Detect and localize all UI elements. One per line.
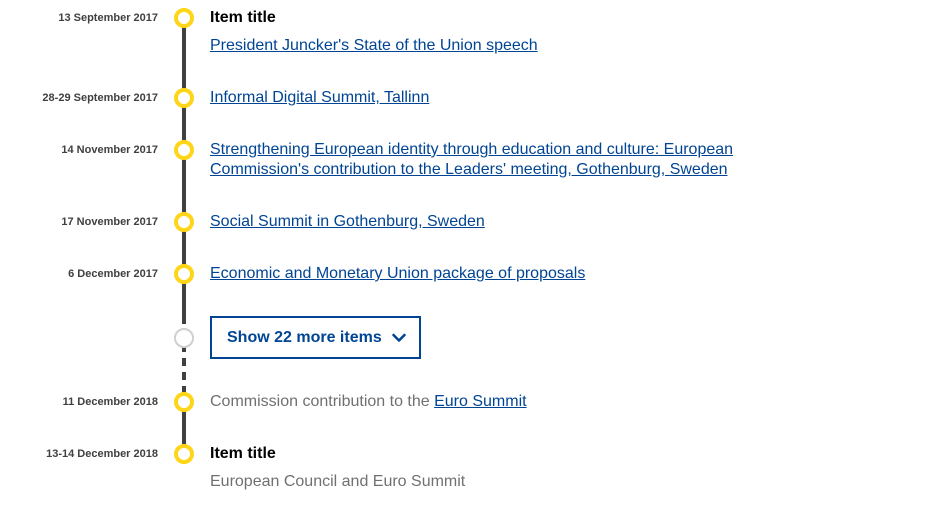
timeline-link[interactable]: President Juncker's State of the Union s… bbox=[210, 37, 538, 54]
timeline-marker bbox=[174, 264, 194, 284]
timeline-marker-collapsed bbox=[174, 328, 194, 348]
timeline-date: 17 November 2017 bbox=[61, 216, 158, 228]
timeline-date: 13 September 2017 bbox=[58, 12, 158, 24]
timeline-line bbox=[182, 408, 186, 446]
timeline-text: European Council and Euro Summit bbox=[210, 473, 466, 490]
timeline-marker bbox=[174, 392, 194, 412]
timeline-marker bbox=[174, 212, 194, 232]
timeline-link-line: Strengthening European identity through … bbox=[210, 141, 734, 158]
timeline-link[interactable]: Informal Digital Summit, Tallinn bbox=[210, 89, 430, 106]
timeline-link[interactable]: Social Summit in Gothenburg, Sweden bbox=[210, 213, 485, 230]
timeline-marker bbox=[174, 140, 194, 160]
chevron-down-icon bbox=[391, 333, 406, 343]
timeline-item: Item title European Council and Euro Sum… bbox=[210, 444, 770, 492]
timeline-marker bbox=[174, 8, 194, 28]
timeline-date: 13-14 December 2018 bbox=[46, 448, 158, 460]
timeline-item: Social Summit in Gothenburg, Sweden bbox=[210, 212, 770, 232]
timeline-marker bbox=[174, 444, 194, 464]
timeline-item: Strengthening European identity through … bbox=[210, 140, 770, 180]
item-title: Item title bbox=[210, 9, 276, 26]
timeline-date: 28-29 September 2017 bbox=[42, 92, 158, 104]
timeline-link-line: Commission's contribution to the Leaders… bbox=[210, 161, 728, 178]
timeline-item: Informal Digital Summit, Tallinn bbox=[210, 88, 770, 108]
item-title: Item title bbox=[210, 445, 276, 462]
timeline-line bbox=[182, 26, 186, 316]
show-more-button[interactable]: Show 22 more items bbox=[210, 316, 421, 359]
timeline-text: Commission contribution to the bbox=[210, 393, 435, 410]
timeline-item: Economic and Monetary Union package of p… bbox=[210, 264, 770, 284]
timeline-date: 14 November 2017 bbox=[61, 144, 158, 156]
timeline-marker bbox=[174, 88, 194, 108]
timeline-link[interactable]: Euro Summit bbox=[434, 393, 527, 410]
timeline-item: Item title President Juncker's State of … bbox=[210, 8, 770, 56]
timeline-link[interactable]: Strengthening European identity through … bbox=[210, 141, 733, 178]
timeline-item: Commission contribution to the Euro Summ… bbox=[210, 392, 770, 412]
timeline-date: 6 December 2017 bbox=[68, 268, 158, 280]
timeline-date: 11 December 2018 bbox=[62, 396, 158, 408]
timeline-line-dashed bbox=[182, 316, 186, 394]
timeline-link[interactable]: Economic and Monetary Union package of p… bbox=[210, 265, 586, 282]
show-more-label: Show 22 more items bbox=[227, 328, 382, 346]
